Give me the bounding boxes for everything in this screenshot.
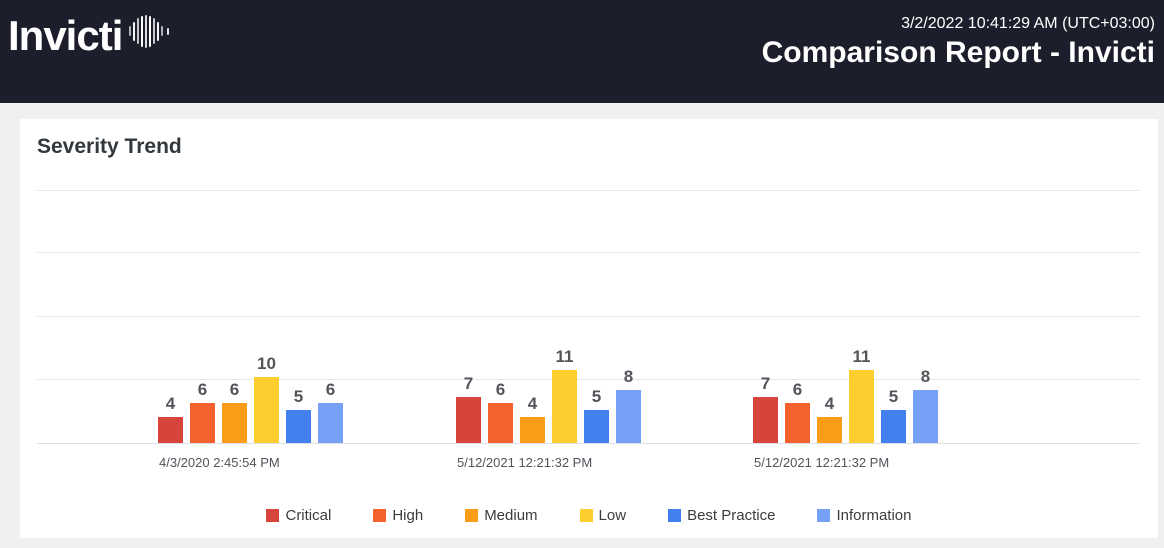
legend-label: Critical <box>285 507 332 524</box>
bar-medium[interactable] <box>520 417 545 443</box>
bar-group-3: 7 6 4 11 5 8 <box>753 348 938 443</box>
soundwave-icon <box>129 12 170 50</box>
bar-slot: 6 <box>785 381 810 443</box>
bar-value-label: 6 <box>325 380 336 399</box>
gridline <box>37 190 1140 191</box>
bar-low[interactable] <box>552 370 577 443</box>
bar-information[interactable] <box>913 390 938 443</box>
bar-slot: 7 <box>753 375 778 443</box>
bar-slot: 6 <box>488 381 513 443</box>
x-axis-label: 5/12/2021 12:21:32 PM <box>457 455 593 470</box>
bar-slot: 5 <box>286 388 311 443</box>
report-title: Comparison Report - Invicti <box>761 36 1155 69</box>
invicti-logo: Invicti <box>8 12 170 60</box>
bar-high[interactable] <box>488 403 513 443</box>
bar-slot: 6 <box>190 381 215 443</box>
invicti-logo-text: Invicti <box>8 12 123 59</box>
bar-value-label: 10 <box>257 354 276 373</box>
bar-value-label: 5 <box>591 387 602 406</box>
bar-value-label: 8 <box>623 367 634 386</box>
legend-item-best-practice: Best Practice <box>668 507 775 524</box>
x-axis-line <box>37 443 1140 444</box>
legend-label: Low <box>598 507 627 524</box>
severity-trend-chart: 4 6 6 10 5 6 4/3/2020 2:45:54 PM 7 6 4 11 5 8 5/12/20… <box>20 119 1158 538</box>
bar-critical[interactable] <box>753 397 778 443</box>
bar-slot: 8 <box>616 368 641 443</box>
bar-group-2: 7 6 4 11 5 8 <box>456 348 641 443</box>
legend-swatch-low <box>579 509 593 522</box>
bar-value-label: 6 <box>792 380 803 399</box>
legend-label: High <box>392 507 424 524</box>
report-header: Invicti 3/2/2022 10:41:29 AM (UTC+03:00)… <box>0 0 1164 103</box>
legend-label: Medium <box>484 507 538 524</box>
bar-group-1: 4 6 6 10 5 6 <box>158 355 343 443</box>
bar-value-label: 7 <box>760 374 771 393</box>
bar-value-label: 4 <box>824 394 835 413</box>
bar-high[interactable] <box>785 403 810 443</box>
bar-value-label: 4 <box>165 394 176 413</box>
bar-medium[interactable] <box>817 417 842 443</box>
gridline <box>37 316 1140 317</box>
legend-label: Best Practice <box>687 507 776 524</box>
bar-value-label: 5 <box>293 387 304 406</box>
bar-medium[interactable] <box>222 403 247 443</box>
bar-slot: 11 <box>552 348 577 443</box>
bar-slot: 7 <box>456 375 481 443</box>
bar-value-label: 6 <box>495 380 506 399</box>
bar-best-practice[interactable] <box>286 410 311 443</box>
gridline <box>37 252 1140 253</box>
bar-high[interactable] <box>190 403 215 443</box>
x-axis-label: 5/12/2021 12:21:32 PM <box>754 455 890 470</box>
bar-value-label: 6 <box>197 380 208 399</box>
bar-value-label: 5 <box>888 387 899 406</box>
bar-slot: 5 <box>584 388 609 443</box>
legend-item-information: Information <box>817 507 912 524</box>
bar-slot: 10 <box>254 355 279 443</box>
bar-low[interactable] <box>254 377 279 443</box>
legend-item-high: High <box>373 507 423 524</box>
bar-information[interactable] <box>318 403 343 443</box>
bar-value-label: 7 <box>463 374 474 393</box>
legend-swatch-high <box>373 509 387 522</box>
bar-value-label: 8 <box>920 367 931 386</box>
bar-slot: 11 <box>849 348 874 443</box>
bar-slot: 4 <box>520 395 545 443</box>
bar-slot: 6 <box>318 381 343 443</box>
bar-slot: 6 <box>222 381 247 443</box>
legend-label: Information <box>836 507 912 524</box>
bar-value-label: 11 <box>852 347 871 366</box>
chart-title: Severity Trend <box>37 135 182 158</box>
bar-slot: 8 <box>913 368 938 443</box>
bar-value-label: 6 <box>229 380 240 399</box>
bar-slot: 4 <box>158 395 183 443</box>
bar-slot: 4 <box>817 395 842 443</box>
legend-swatch-critical <box>266 509 280 522</box>
x-axis-label: 4/3/2020 2:45:54 PM <box>159 455 280 470</box>
chart-legend: Critical High Medium Low Best Practice Inform… <box>20 507 1158 524</box>
bar-value-label: 4 <box>527 394 538 413</box>
legend-item-medium: Medium <box>465 507 538 524</box>
gridline <box>37 379 1140 380</box>
bar-best-practice[interactable] <box>881 410 906 443</box>
bar-information[interactable] <box>616 390 641 443</box>
bar-critical[interactable] <box>158 417 183 443</box>
legend-item-critical: Critical <box>266 507 331 524</box>
bar-slot: 5 <box>881 388 906 443</box>
legend-swatch-information <box>817 509 831 522</box>
bar-critical[interactable] <box>456 397 481 443</box>
legend-swatch-medium <box>465 509 479 522</box>
header-right: 3/2/2022 10:41:29 AM (UTC+03:00) Compari… <box>762 15 1155 70</box>
bar-value-label: 11 <box>555 347 574 366</box>
severity-trend-card: Severity Trend 4 6 6 10 5 6 4/3/2020 2:45:54 P… <box>20 119 1158 538</box>
report-timestamp: 3/2/2022 10:41:29 AM (UTC+03:00) <box>901 15 1155 32</box>
bar-low[interactable] <box>849 370 874 443</box>
legend-item-low: Low <box>579 507 627 524</box>
bar-best-practice[interactable] <box>584 410 609 443</box>
legend-swatch-best-practice <box>668 509 682 522</box>
